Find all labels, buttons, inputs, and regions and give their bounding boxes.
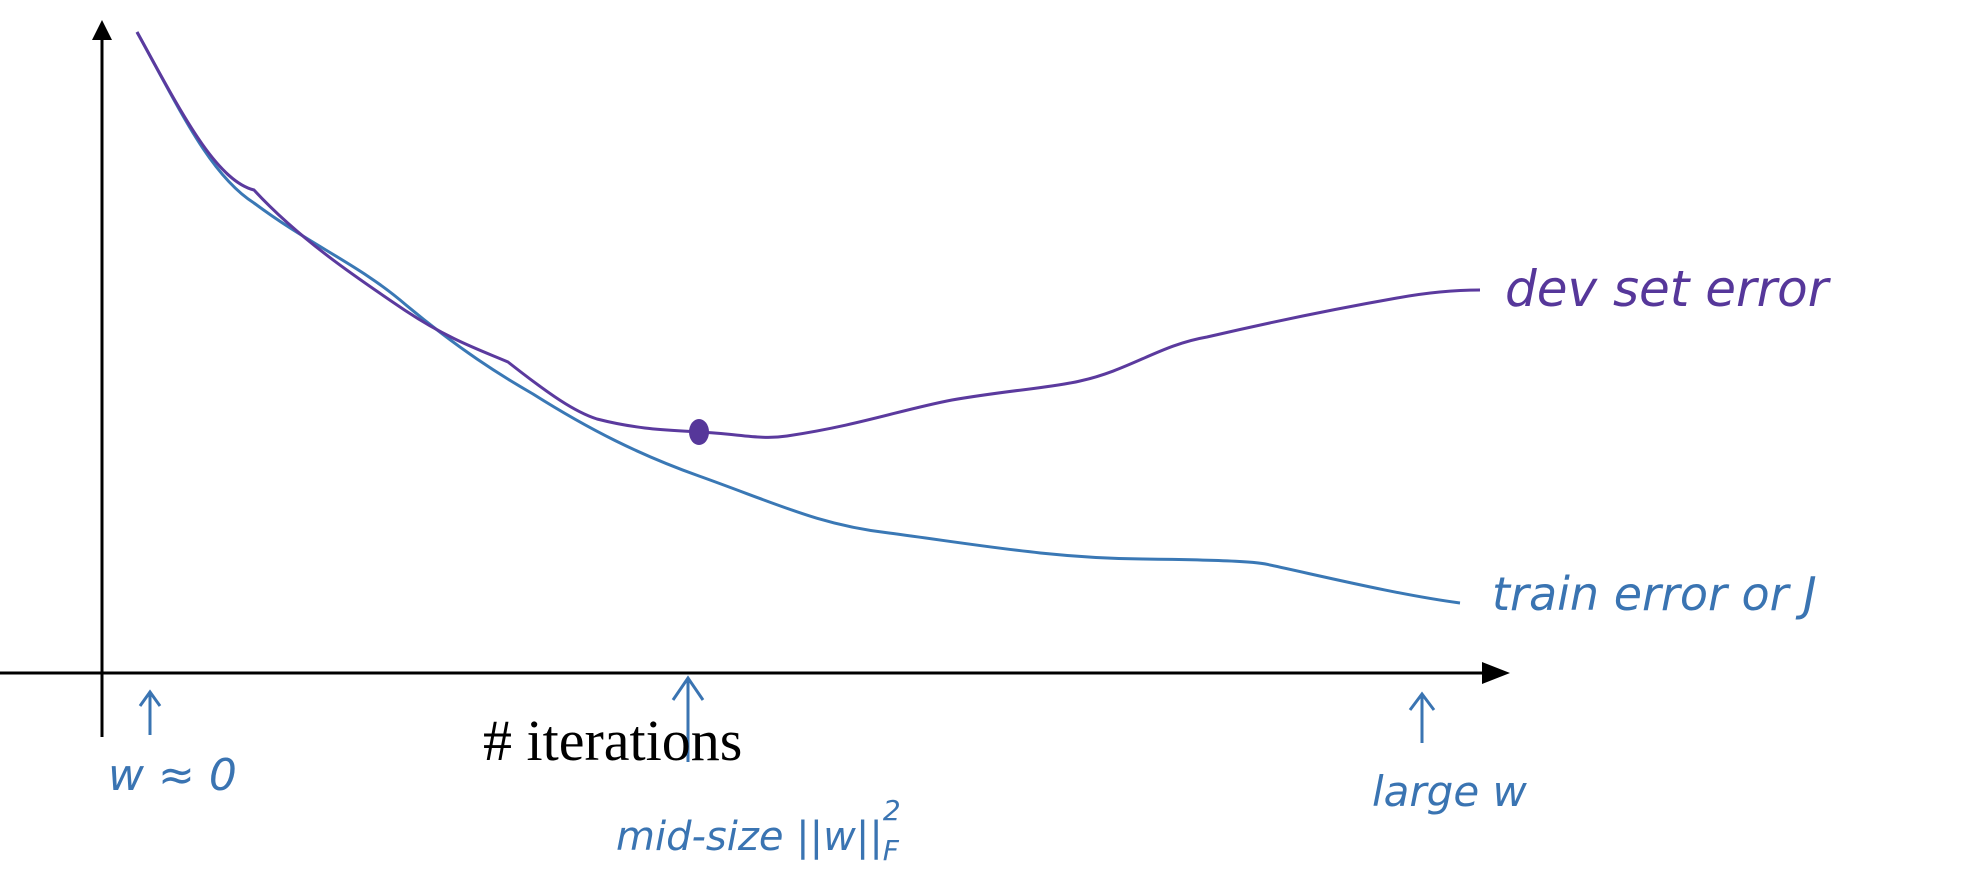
train-curve <box>135 31 1461 605</box>
large-w-label: large w <box>1372 767 1528 816</box>
dev-curve-label: dev set error <box>1505 260 1832 318</box>
mid-w-sup: 2 <box>883 794 901 827</box>
large-w-arrow <box>1408 691 1436 743</box>
mid-w-label: mid-size ||w||F 2 <box>616 794 901 867</box>
train-curve-label: train error or J <box>1492 567 1817 621</box>
mid-w-sub: F <box>883 834 900 867</box>
small-w-arrow <box>138 689 162 735</box>
mid-w-text: mid-size ||w|| <box>616 814 883 860</box>
mid-w-arrow <box>671 675 705 762</box>
x-axis-label: # iterations <box>483 708 742 773</box>
optimum-dot <box>689 419 709 445</box>
dev-curve <box>135 31 1481 439</box>
x-axis-arrow <box>1482 662 1510 684</box>
y-axis-arrow <box>92 20 112 40</box>
small-w-label: w ≈ 0 <box>108 750 237 801</box>
